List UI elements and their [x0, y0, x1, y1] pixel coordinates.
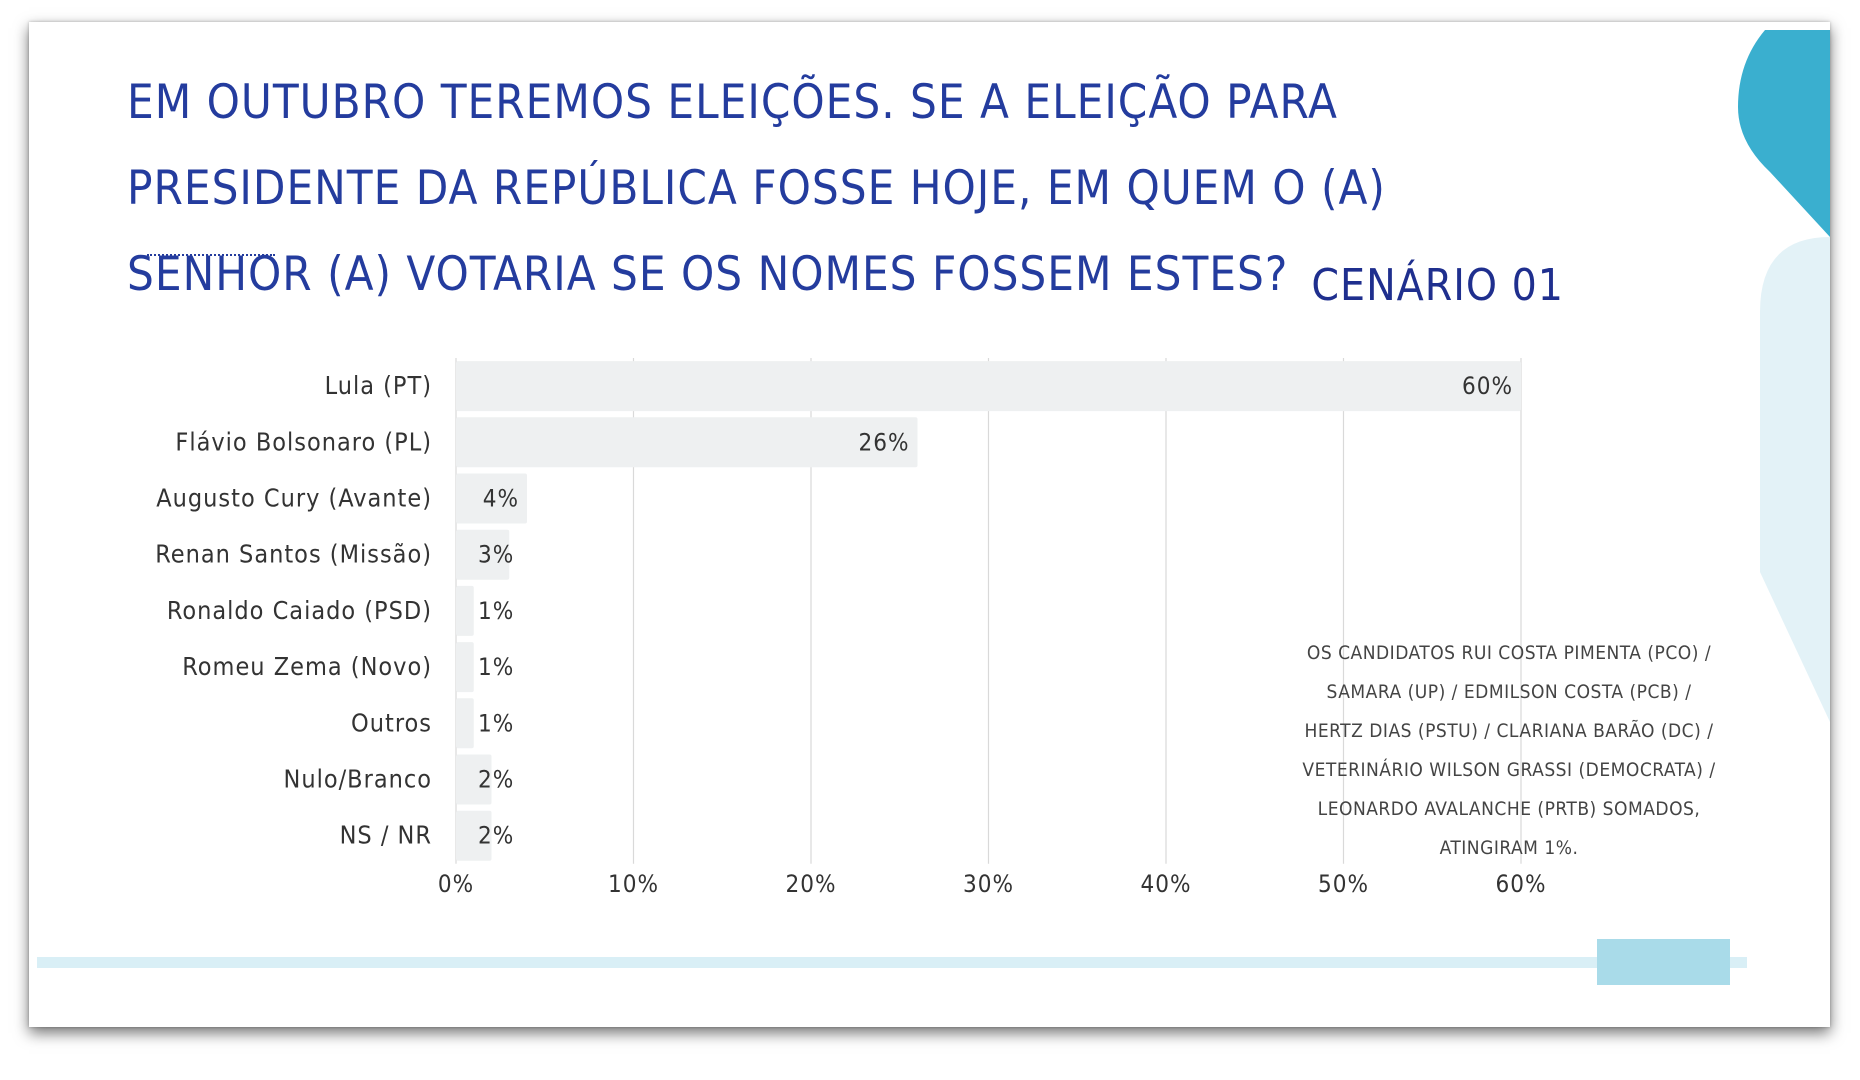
data-label: 26% — [859, 428, 910, 456]
data-label: 3% — [478, 541, 514, 569]
data-label: 2% — [478, 822, 514, 850]
data-label: 1% — [478, 653, 514, 681]
bottom-accent-block — [1597, 939, 1730, 985]
x-tick-label: 10% — [608, 870, 659, 898]
bar — [456, 810, 492, 861]
label-layer: 0% 10% 20% 30% 40% 50% 60% Lula (PT) 60% Flávio B… — [155, 371, 1547, 898]
category-label: Renan Santos (Missão) — [155, 540, 432, 569]
category-label: Outros — [351, 708, 432, 737]
bar — [456, 473, 527, 524]
x-tick-label: 40% — [1141, 870, 1192, 898]
x-tick-label: 30% — [963, 870, 1014, 898]
bar — [456, 585, 474, 636]
x-tick-label: 50% — [1318, 870, 1369, 898]
category-label: Nulo/Branco — [284, 765, 433, 794]
category-label: Augusto Cury (Avante) — [156, 484, 432, 513]
bar — [456, 529, 510, 580]
decorative-accent-shape — [1738, 30, 1830, 237]
bar-chart: 0% 10% 20% 30% 40% 50% 60% Lula (PT) 60% Flávio B… — [155, 358, 1547, 898]
bar-layer — [456, 361, 1521, 861]
data-label: 2% — [478, 766, 514, 794]
bar — [456, 698, 474, 749]
bar — [456, 417, 918, 468]
bar — [456, 754, 492, 805]
x-tick-label: 60% — [1496, 870, 1547, 898]
data-label: 60% — [1462, 372, 1513, 400]
bottom-stripe — [37, 957, 1747, 968]
bar — [456, 642, 474, 693]
category-label: Lula (PT) — [325, 371, 432, 400]
decorative-corner-shape — [1738, 30, 1830, 722]
category-label: Flávio Bolsonaro (PL) — [175, 427, 432, 456]
category-label: Ronaldo Caiado (PSD) — [167, 596, 432, 625]
category-label: NS / NR — [340, 821, 432, 850]
decorative-light-shape — [1760, 237, 1830, 722]
data-label: 4% — [483, 485, 519, 513]
x-tick-label: 0% — [438, 870, 474, 898]
slide: Em outubro teremos eleições. Se a eleiçã… — [29, 22, 1830, 1027]
x-tick-label: 20% — [786, 870, 837, 898]
scenario-label: CENÁRIO 01 — [1311, 260, 1564, 311]
category-label: Romeu Zema (Novo) — [182, 652, 432, 681]
data-label: 1% — [478, 597, 514, 625]
data-label: 1% — [478, 709, 514, 737]
page-title: Em outubro teremos eleições. Se a eleiçã… — [127, 75, 1386, 302]
title-underline — [147, 254, 275, 256]
bar — [456, 361, 1521, 412]
footnote: Os candidatos Rui Costa Pimenta (PCO) / … — [1302, 642, 1716, 859]
